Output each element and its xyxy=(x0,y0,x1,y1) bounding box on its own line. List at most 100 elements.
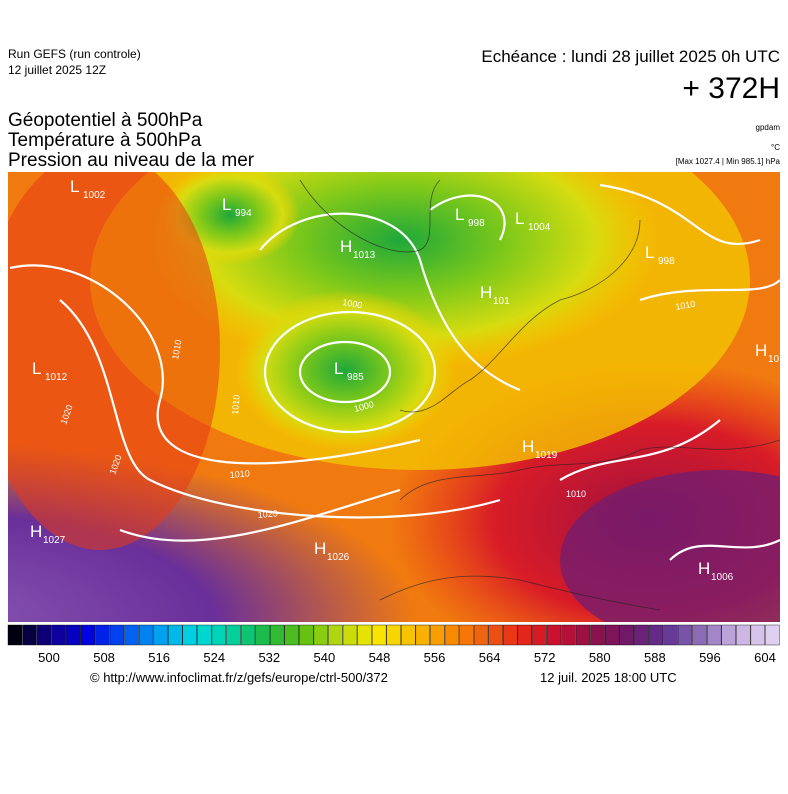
colorbar-swatch xyxy=(313,624,329,646)
colorbar-tick-label: 540 xyxy=(314,650,336,665)
colorbar-swatch xyxy=(7,624,23,646)
colorbar-swatch xyxy=(765,624,780,646)
echeance: Echéance : lundi 28 juillet 2025 0h UTC xyxy=(481,47,780,66)
isobar-label: 1010 xyxy=(675,299,696,312)
center-type: L xyxy=(32,359,41,378)
center-type: L xyxy=(70,177,79,196)
center-type: H xyxy=(522,437,534,456)
center-value: 1012 xyxy=(45,372,68,383)
colorbar-swatch xyxy=(619,624,634,646)
colorbar-tick-label: 508 xyxy=(93,650,115,665)
center-type: H xyxy=(480,283,492,302)
colorbar-tick-label: 500 xyxy=(38,650,60,665)
colorbar-tick-label: 532 xyxy=(258,650,280,665)
colorbar-tick-label: 548 xyxy=(369,650,391,665)
colorbar-swatch xyxy=(66,624,81,646)
colorbar-swatch xyxy=(226,624,241,646)
colorbar-tick-label: 556 xyxy=(424,650,446,665)
center-type: H xyxy=(314,539,326,558)
footer-url: © http://www.infoclimat.fr/z/gefs/europe… xyxy=(90,670,388,685)
center-value: 985 xyxy=(347,372,364,383)
colorbar-swatch xyxy=(517,624,532,646)
colorbar-swatch xyxy=(605,624,620,646)
colorbar-swatch xyxy=(269,624,285,646)
colorbar-swatch xyxy=(168,624,183,646)
colorbar-swatch xyxy=(211,624,227,646)
colorbar-swatch xyxy=(677,624,693,646)
colorbar-swatch xyxy=(634,624,649,646)
center-value: 1004 xyxy=(528,222,551,233)
colorbar-swatch xyxy=(473,624,489,646)
unit: gpdam xyxy=(756,123,781,132)
colorbar-swatch xyxy=(328,624,343,646)
colorbar-swatch xyxy=(736,624,751,646)
isobar-label: 1010 xyxy=(566,489,586,499)
center-value: 994 xyxy=(235,208,252,219)
center-type: H xyxy=(30,522,42,541)
colorbar-tick-label: 604 xyxy=(754,650,776,665)
isobar-label: 1020 xyxy=(257,508,278,520)
colorbar-swatch xyxy=(459,624,474,646)
colorbar-swatch xyxy=(22,624,37,646)
center-type: L xyxy=(645,243,654,262)
center-value: 998 xyxy=(468,218,485,229)
colorbar-tick-label: 588 xyxy=(644,650,666,665)
isobar-label: 1010 xyxy=(230,394,242,415)
center-type: L xyxy=(222,195,231,214)
isobar-label: 1000 xyxy=(342,297,363,310)
colorbar-swatch xyxy=(138,624,154,646)
colorbar-swatch xyxy=(532,624,547,646)
colorbar-tick-label: 516 xyxy=(148,650,170,665)
colorbar-tick-label: 580 xyxy=(589,650,611,665)
colorbar-swatch xyxy=(561,624,576,646)
colorbar-swatch xyxy=(401,624,416,646)
colorbar-tick-label: 524 xyxy=(203,650,225,665)
colorbar-swatch xyxy=(36,624,52,646)
lead-time: + 372H xyxy=(682,72,780,105)
colorbar-swatch xyxy=(371,624,387,646)
colorbar-swatch xyxy=(357,624,372,646)
colorbar-swatch xyxy=(51,624,66,646)
colorbar-swatch xyxy=(299,624,314,646)
colorbar-swatch xyxy=(444,624,460,646)
colorbar-swatch xyxy=(124,624,139,646)
colorbar-swatch xyxy=(488,624,503,646)
center-type: H xyxy=(755,341,767,360)
center-value: 1019 xyxy=(535,450,558,461)
colorbar-swatch xyxy=(80,624,95,646)
colorbar-swatch xyxy=(153,624,168,646)
colorbar-swatch xyxy=(721,624,736,646)
colorbar-swatch xyxy=(342,624,358,646)
colorbar-swatch xyxy=(386,624,401,646)
center-value: 101 xyxy=(493,296,510,307)
colorbar-swatch xyxy=(750,624,766,646)
colorbar-swatch xyxy=(255,624,270,646)
run-label: Run GEFS (run controle) xyxy=(8,47,141,61)
center-type: L xyxy=(334,359,343,378)
center-value: 10 xyxy=(768,354,780,365)
center-value: 1002 xyxy=(83,190,106,201)
field: Température à 500hPa xyxy=(8,130,202,151)
colorbar-swatch xyxy=(575,624,591,646)
header: Run GEFS (run controle) 12 juillet 2025 … xyxy=(8,47,781,171)
center-type: L xyxy=(515,209,524,228)
center-type: H xyxy=(698,559,710,578)
center-value: 998 xyxy=(658,256,675,267)
center-value: 1013 xyxy=(353,250,376,261)
field: Géopotentiel à 500hPa xyxy=(8,110,203,131)
center-type: H xyxy=(340,237,352,256)
center-value: 1026 xyxy=(327,552,350,563)
center-value: 1027 xyxy=(43,535,66,546)
colorbar-swatch xyxy=(706,624,722,646)
colorbar-swatch xyxy=(692,624,707,646)
isobar-label: 1010 xyxy=(170,339,183,360)
center-type: L xyxy=(455,205,464,224)
colorbar-swatch xyxy=(546,624,562,646)
unit: °C xyxy=(771,143,780,152)
colorbar-swatch xyxy=(109,624,125,646)
center-value: 1006 xyxy=(711,572,734,583)
colorbar-swatch xyxy=(197,624,212,646)
colorbar-swatch xyxy=(415,624,431,646)
